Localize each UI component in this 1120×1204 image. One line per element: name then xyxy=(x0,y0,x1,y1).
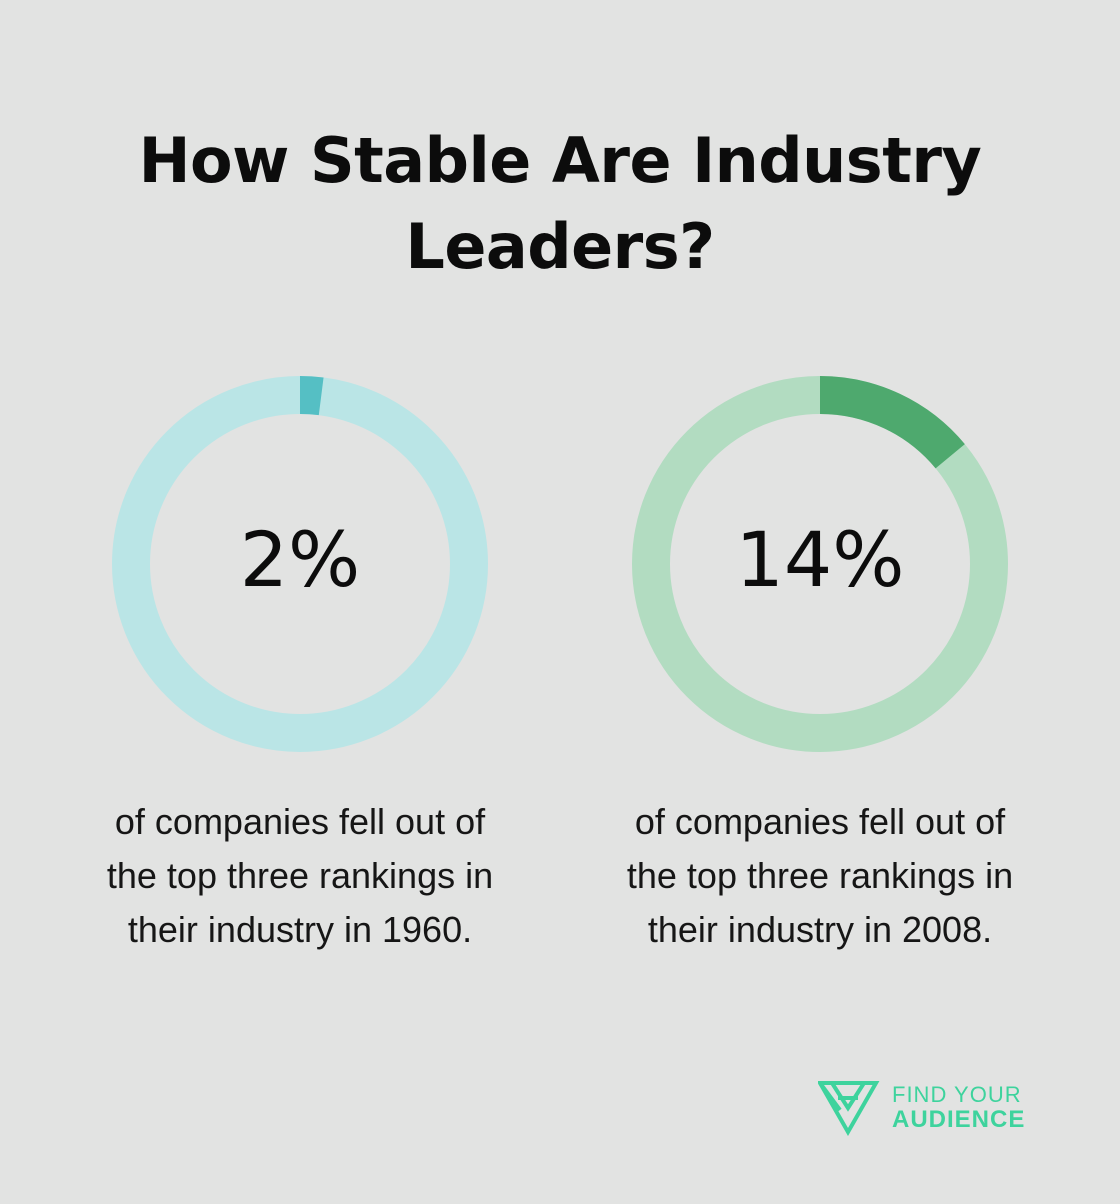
caption-2008-line-2: the top three rankings in xyxy=(626,855,1014,896)
caption-1960-line-3: their industry in 1960. xyxy=(127,909,473,950)
caption-2008-line-1: of companies fell out of xyxy=(634,801,1006,842)
logo-wordmark: FIND YOUR AUDIENCE xyxy=(892,1082,1025,1132)
page-title: How Stable Are Industry Leaders? xyxy=(0,118,1120,290)
stat-2008: 14% of companies fell out of the top thr… xyxy=(570,370,1070,950)
find-your-audience-logo-icon xyxy=(818,1081,880,1136)
donut-value-arc-2008 xyxy=(819,376,965,469)
caption-2008-line-3: their industry in 2008. xyxy=(647,909,993,950)
caption-1960-line-1: of companies fell out of xyxy=(114,801,486,842)
donut-value-2008: 14% xyxy=(735,515,905,604)
title-line-2: Leaders? xyxy=(405,210,715,283)
logo-line-1: FIND YOUR xyxy=(892,1082,1022,1107)
stat-1960: 2% of companies fell out of the top thre… xyxy=(50,370,550,950)
logo-line-2: AUDIENCE xyxy=(892,1106,1026,1133)
donut-svg-1960 xyxy=(112,376,488,752)
donut-value-1960: 2% xyxy=(239,515,361,604)
donut-chart-1960: 2% xyxy=(50,370,550,760)
donut-chart-2008: 14% xyxy=(570,370,1070,760)
caption-1960-line-2: the top three rankings in xyxy=(106,855,494,896)
brand-logo: FIND YOUR AUDIENCE xyxy=(818,1080,1038,1136)
donut-svg-2008 xyxy=(632,376,1008,752)
donut-value-arc-1960 xyxy=(299,376,324,416)
title-line-1: How Stable Are Industry xyxy=(138,124,982,197)
caption-1960: of companies fell out of the top three r… xyxy=(50,795,550,957)
caption-2008: of companies fell out of the top three r… xyxy=(570,795,1070,957)
